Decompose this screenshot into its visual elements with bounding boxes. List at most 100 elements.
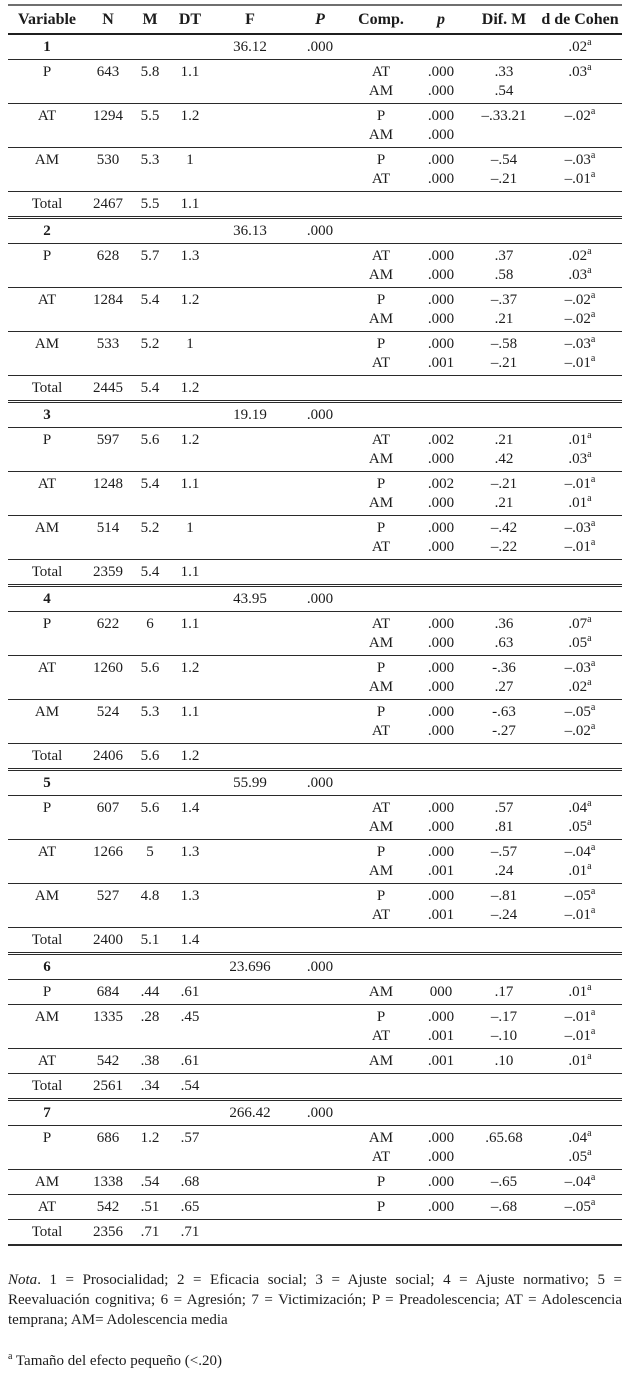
footnote-marker: a	[8, 1351, 13, 1362]
cell-p-global: .000	[290, 35, 350, 60]
cell-dt: 1.1	[180, 564, 200, 580]
comparison-line: .001	[427, 1053, 455, 1069]
cell-f	[210, 840, 290, 884]
comparison-line: .000	[427, 616, 455, 632]
cell-comp: P AT	[350, 148, 412, 192]
cell-p-global	[290, 980, 350, 1005]
cell-n: 2400	[93, 932, 123, 948]
cell-d-cohen	[538, 400, 622, 428]
comparison-line: AM	[368, 495, 394, 511]
comparison-line: P	[376, 660, 386, 676]
comparison-line: –.24	[490, 907, 518, 923]
cell-m	[130, 952, 170, 980]
cell-comp: P AT	[350, 700, 412, 744]
cell-p-global	[290, 1126, 350, 1170]
comparison-line: –.01a	[564, 537, 596, 556]
cell-p-global	[290, 1049, 350, 1074]
cell-m: 5.6	[130, 428, 170, 472]
comparison-line: AT	[371, 616, 391, 632]
group-row: AM 1335.28.45 P AT .000 .001 –.17 –.10 –.01a –.01…	[8, 1005, 622, 1049]
cell-p-global	[290, 928, 350, 952]
cell-comp	[350, 216, 412, 244]
cell-dt	[170, 952, 210, 980]
cell-f: 36.13	[210, 216, 290, 244]
cell-m	[130, 1098, 170, 1126]
group-row: AM 514 5.2 1 P AT .000 .000 –.42 –.22 –.03a –.01a	[8, 516, 622, 560]
cell-m: 5.7	[130, 244, 170, 288]
comparison-line: .000	[427, 800, 455, 816]
comparison-line: .000	[427, 1149, 455, 1165]
cell-d-cohen	[538, 584, 622, 612]
comparison-line: .04a	[568, 798, 592, 817]
total-row: Total 2356.71.71	[8, 1220, 622, 1246]
cell-group-label: Total	[31, 380, 63, 396]
cell-f	[210, 700, 290, 744]
variable-row: 4 43.95.000	[8, 584, 622, 612]
cell-comp: AM	[350, 980, 412, 1005]
cell-p-global	[290, 560, 350, 584]
comparison-line: .21	[494, 495, 514, 511]
cell-comp	[350, 1098, 412, 1126]
comparison-line: .000	[427, 1130, 455, 1146]
cell-group-label: AM	[8, 700, 86, 744]
cell-p	[412, 216, 470, 244]
cell-m: 5.4	[140, 380, 160, 396]
table-note: Nota. 1 = Prosocialidad; 2 = Eficacia so…	[8, 1270, 622, 1330]
cell-p: .000 .000	[412, 516, 470, 560]
cell-f	[210, 560, 290, 584]
cell-n: 2445	[93, 380, 123, 396]
comparison-line: .000	[427, 679, 455, 695]
comparison-line: .17	[494, 984, 514, 1000]
cell-comp: P AM	[350, 840, 412, 884]
cell-m	[130, 400, 170, 428]
cell-p-global	[290, 60, 350, 104]
cell-f	[210, 1170, 290, 1195]
cell-d-cohen	[538, 216, 622, 244]
cell-dif-m	[470, 1220, 538, 1246]
group-row: AT 542.38.61 AM .001 .10 .01a	[8, 1049, 622, 1074]
group-row: AM 530 5.3 1 P AT .000 .000 –.54 –.21 –.03a –.01a	[8, 148, 622, 192]
cell-f: 36.12	[210, 35, 290, 60]
comparison-line: .10	[494, 1053, 514, 1069]
variable-row: 1 36.12.000 .02a	[8, 35, 622, 60]
cell-p	[412, 928, 470, 952]
cell-dt: 1	[170, 148, 210, 192]
cell-p	[412, 584, 470, 612]
column-header-comp: Comp.	[350, 6, 412, 35]
cell-group-label: Total	[31, 932, 63, 948]
comparison-line: AM	[368, 679, 394, 695]
cell-variable-number: 4	[8, 584, 86, 612]
cell-m: 5.2	[130, 516, 170, 560]
cell-f	[210, 516, 290, 560]
cell-f	[210, 428, 290, 472]
variable-row: 5 55.99.000	[8, 768, 622, 796]
total-row: Total 2467 5.5 1.1	[8, 192, 622, 216]
cell-dif-m	[470, 744, 538, 768]
cell-p-global	[290, 148, 350, 192]
cell-comp: P AM	[350, 288, 412, 332]
cell-n: 622	[86, 612, 130, 656]
cell-n: 2561	[93, 1078, 123, 1094]
group-row: AM 1338.54.68 P .000 –.65 –.04a	[8, 1170, 622, 1195]
comparison-line: –.22	[490, 539, 518, 555]
cell-m: 5.5	[130, 104, 170, 148]
cell-p: .000 .000	[412, 612, 470, 656]
cell-group-label: P	[8, 428, 86, 472]
cell-dif-m: –.37 .21	[470, 288, 538, 332]
comparison-line: –.21	[490, 355, 518, 371]
cell-dif-m	[470, 768, 538, 796]
cell-p-global	[290, 104, 350, 148]
comparison-line: .000	[427, 267, 455, 283]
cell-d-cohen: .01a	[538, 980, 622, 1005]
group-row: P 607 5.6 1.4 AT AM .000.000.57.81.04a .05a	[8, 796, 622, 840]
cell-dif-m: .37.58	[470, 244, 538, 288]
comparison-line: –.03a	[564, 150, 596, 169]
comparison-line: .02a	[568, 677, 592, 696]
cell-group-label: P	[8, 1126, 86, 1170]
cell-group-label: AT	[8, 656, 86, 700]
group-row: AM 527 4.8 1.3 P AT .000 .001 –.81 –.24 –.05a –.01a	[8, 884, 622, 928]
comparison-line: P	[376, 336, 386, 352]
cell-p-global: .000	[290, 400, 350, 428]
cell-dt: .68	[170, 1170, 210, 1195]
cell-dif-m: –.81 –.24	[470, 884, 538, 928]
